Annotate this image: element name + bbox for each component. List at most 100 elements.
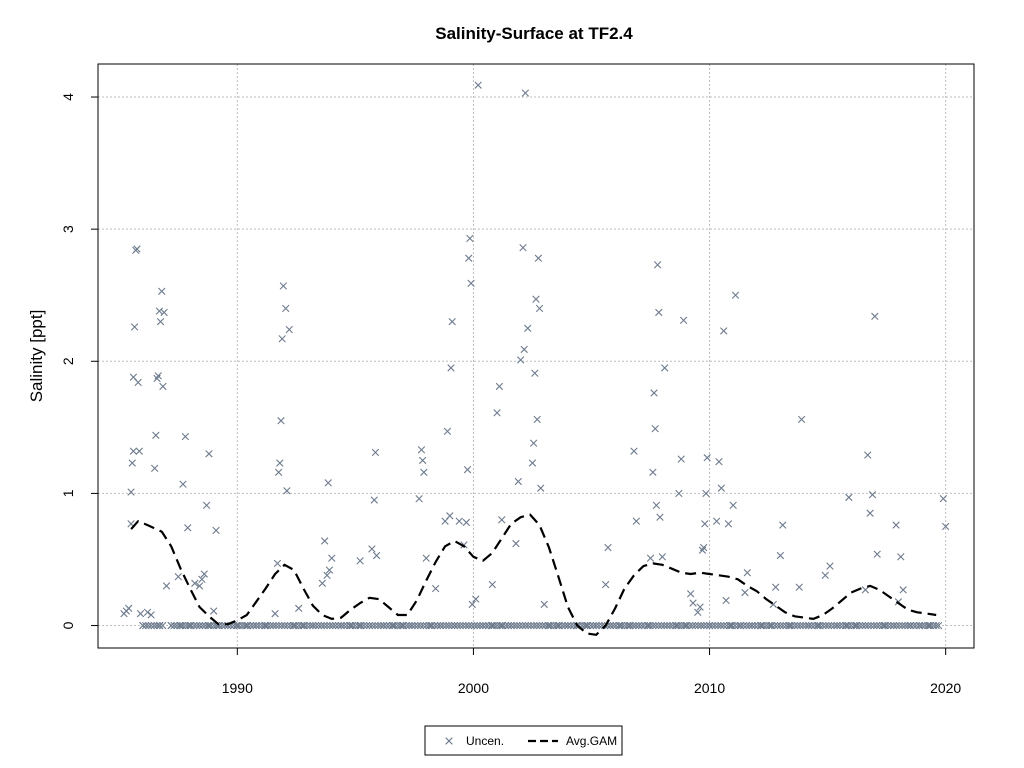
data-point bbox=[932, 621, 940, 630]
data-point bbox=[871, 312, 879, 321]
data-point bbox=[703, 621, 711, 630]
y-tick-label: 1 bbox=[60, 489, 76, 497]
data-point bbox=[773, 621, 782, 630]
data-point bbox=[521, 89, 530, 97]
data-point bbox=[567, 621, 575, 630]
data-point bbox=[414, 621, 422, 630]
data-point bbox=[276, 459, 284, 467]
data-point bbox=[875, 621, 884, 630]
data-point bbox=[144, 621, 153, 630]
data-point bbox=[142, 621, 150, 630]
data-point bbox=[714, 621, 722, 630]
data-point bbox=[934, 621, 943, 630]
data-point bbox=[266, 621, 275, 630]
data-point bbox=[909, 621, 918, 630]
data-point bbox=[845, 493, 853, 502]
data-point bbox=[323, 621, 331, 630]
data-point bbox=[346, 621, 354, 630]
data-point bbox=[456, 621, 464, 630]
data-point bbox=[425, 621, 433, 630]
data-point bbox=[187, 621, 195, 630]
data-point bbox=[331, 621, 340, 630]
data-point bbox=[516, 621, 524, 630]
data-point bbox=[195, 621, 204, 630]
data-point bbox=[474, 81, 482, 89]
data-point bbox=[173, 621, 181, 630]
data-point bbox=[895, 621, 904, 630]
data-point bbox=[154, 372, 162, 380]
data-point bbox=[479, 621, 487, 630]
data-point bbox=[921, 621, 929, 630]
data-point bbox=[630, 447, 638, 455]
data-point bbox=[722, 621, 731, 630]
data-point bbox=[615, 621, 623, 630]
data-point bbox=[212, 526, 220, 535]
data-point bbox=[433, 621, 442, 630]
data-point bbox=[397, 621, 405, 630]
data-point bbox=[241, 621, 249, 630]
data-point bbox=[356, 557, 364, 565]
data-point bbox=[152, 431, 160, 439]
data-point bbox=[476, 621, 484, 630]
data-point bbox=[385, 621, 394, 630]
data-point bbox=[700, 621, 708, 630]
data-point bbox=[447, 364, 455, 372]
data-point bbox=[128, 459, 136, 467]
data-point bbox=[929, 621, 938, 630]
x-tick-label: 2010 bbox=[694, 680, 725, 696]
data-point bbox=[866, 509, 874, 517]
data-point bbox=[530, 621, 538, 630]
data-point bbox=[153, 621, 161, 630]
y-tick-label: 2 bbox=[60, 357, 76, 365]
data-point bbox=[273, 559, 282, 568]
data-point bbox=[191, 579, 199, 587]
data-point bbox=[277, 417, 285, 425]
data-point bbox=[771, 621, 779, 630]
data-point bbox=[924, 621, 932, 630]
data-point bbox=[595, 621, 603, 630]
data-point bbox=[320, 537, 329, 545]
data-point bbox=[232, 621, 241, 630]
data-point bbox=[399, 621, 408, 630]
data-point bbox=[881, 621, 889, 630]
data-point bbox=[541, 621, 549, 630]
data-point bbox=[129, 447, 138, 455]
data-point bbox=[702, 489, 710, 498]
data-point bbox=[771, 583, 780, 591]
data-point bbox=[797, 415, 806, 424]
data-point bbox=[495, 382, 504, 391]
data-point bbox=[898, 621, 906, 630]
data-point bbox=[498, 516, 506, 524]
data-point bbox=[351, 621, 360, 630]
data-point bbox=[915, 621, 923, 630]
data-point bbox=[143, 608, 152, 617]
data-point bbox=[365, 621, 374, 630]
data-point bbox=[793, 621, 802, 630]
data-point bbox=[643, 621, 651, 630]
data-point bbox=[136, 609, 145, 618]
data-point bbox=[153, 374, 161, 383]
data-point bbox=[711, 621, 719, 630]
data-point bbox=[603, 621, 612, 630]
data-point bbox=[181, 432, 190, 441]
data-point bbox=[460, 541, 468, 549]
data-point bbox=[867, 621, 875, 630]
data-point bbox=[450, 621, 459, 630]
data-point bbox=[317, 621, 326, 630]
data-point bbox=[354, 621, 362, 630]
data-point bbox=[507, 621, 515, 630]
data-point bbox=[455, 517, 463, 525]
data-point bbox=[651, 424, 659, 433]
data-point bbox=[167, 621, 175, 630]
data-point bbox=[380, 621, 388, 630]
data-point bbox=[325, 566, 334, 574]
data-point bbox=[696, 603, 704, 611]
data-point bbox=[768, 621, 776, 630]
data-point bbox=[540, 600, 548, 609]
data-point bbox=[686, 590, 695, 598]
data-point bbox=[850, 621, 858, 630]
data-point bbox=[584, 621, 592, 630]
data-point bbox=[623, 621, 632, 630]
legend-label-uncen: Uncen. bbox=[466, 734, 504, 748]
data-point bbox=[717, 621, 725, 630]
